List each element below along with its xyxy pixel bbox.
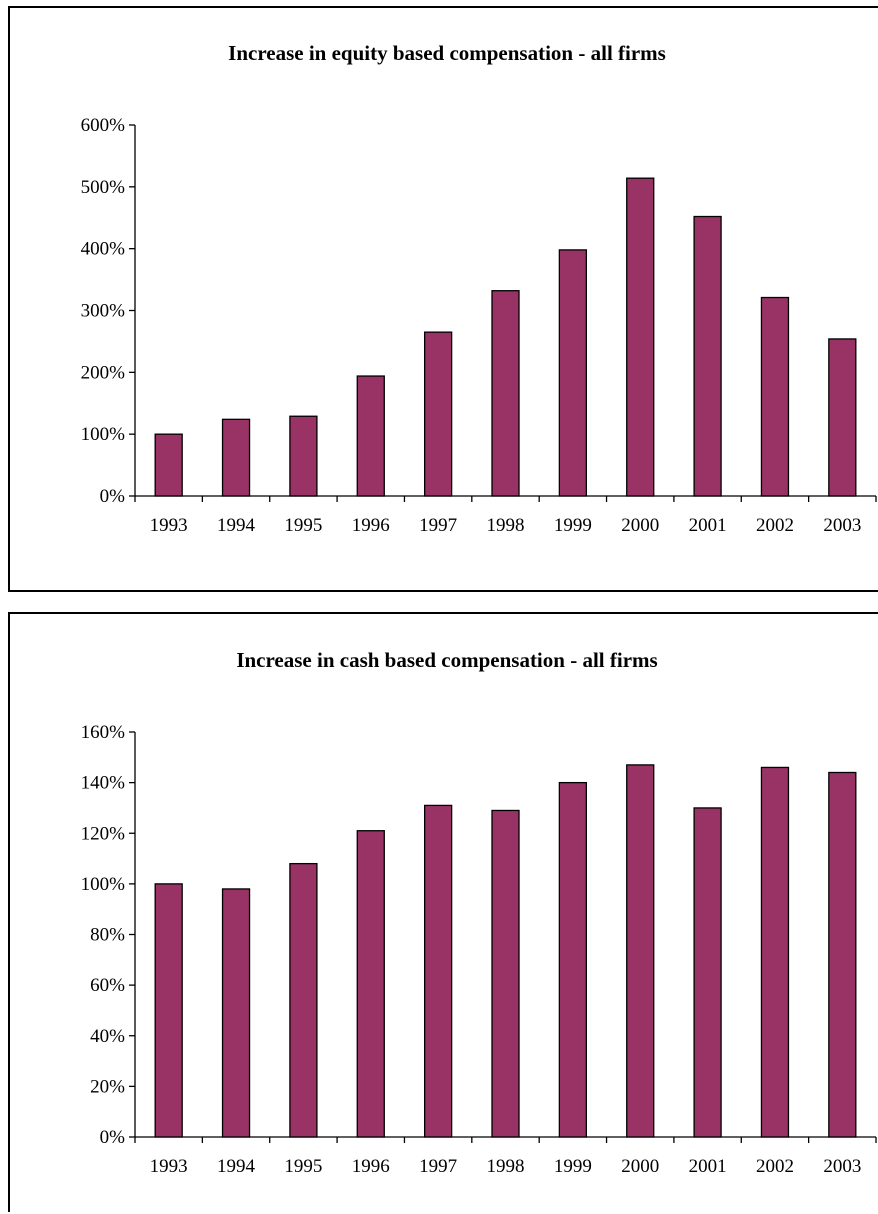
y-tick-label: 40%: [90, 1026, 125, 1047]
x-tick-label: 2003: [823, 515, 861, 536]
x-tick-label: 1996: [352, 515, 390, 536]
x-tick-label: 2002: [756, 515, 794, 536]
y-tick-label: 0%: [100, 486, 126, 507]
bar-1997: [423, 804, 453, 1138]
y-tick-label: 200%: [81, 362, 126, 383]
bar-1997: [423, 331, 453, 497]
x-tick-label: 1994: [217, 515, 256, 536]
bar-1995: [289, 415, 318, 497]
x-tick-label: 1993: [150, 515, 188, 536]
x-tick-label: 2002: [756, 1156, 794, 1177]
x-tick-label: 1994: [217, 1156, 256, 1177]
bar-2001: [693, 215, 722, 497]
x-tick-label: 2001: [689, 1156, 727, 1177]
x-tick-label: 1998: [487, 515, 525, 536]
bar-1999: [558, 781, 588, 1138]
bar-1995: [289, 862, 318, 1138]
x-tick-label: 2000: [621, 515, 659, 536]
bar-1999: [558, 249, 588, 497]
bar-2003: [828, 338, 857, 497]
y-tick-label: 140%: [81, 773, 126, 794]
bar-1993: [154, 433, 183, 497]
y-tick-label: 160%: [81, 722, 126, 743]
x-tick-label: 1999: [554, 1156, 592, 1177]
y-tick-label: 20%: [90, 1076, 125, 1097]
bar-2001: [693, 807, 722, 1138]
cash-chart-plot: 0% 20% 40% 60% 80% 100% 120% 140% 160% 1993 1994 19…: [81, 722, 877, 1177]
bar-1998: [491, 809, 520, 1138]
x-tick-label: 1993: [150, 1156, 188, 1177]
bar-2002: [760, 766, 790, 1138]
bar-1994: [221, 888, 251, 1138]
x-tick-label: 1997: [419, 1156, 457, 1177]
chart-title: Increase in cash based compensation - al…: [236, 648, 658, 672]
y-tick-label: 500%: [81, 177, 126, 198]
bar-1996: [356, 830, 385, 1138]
y-tick-label: 600%: [81, 115, 126, 136]
chart-title: Increase in equity based compensation - …: [228, 41, 666, 65]
bar-2000: [626, 764, 655, 1138]
y-tick-label: 300%: [81, 301, 126, 322]
y-tick-label: 400%: [81, 239, 126, 260]
y-tick-label: 100%: [81, 424, 126, 445]
x-tick-label: 1998: [487, 1156, 525, 1177]
x-tick-label: 2003: [823, 1156, 861, 1177]
bar-1994: [221, 418, 251, 497]
x-tick-label: 1999: [554, 515, 592, 536]
equity-chart-panel: Increase in equity based compensation - …: [8, 6, 878, 592]
x-tick-label: 2001: [689, 515, 727, 536]
x-tick-label: 1995: [284, 1156, 322, 1177]
y-tick-label: 80%: [90, 925, 125, 946]
cash-chart-panel: Increase in cash based compensation - al…: [8, 612, 878, 1212]
bar-2000: [626, 177, 655, 497]
equity-chart-plot: 0% 100% 200% 300% 400% 500% 600% 1993 1994 1995 19…: [81, 115, 877, 536]
y-tick-label: 100%: [81, 874, 126, 895]
bar-2002: [760, 296, 790, 497]
y-tick-label: 0%: [100, 1127, 126, 1148]
bar-1998: [491, 290, 520, 497]
x-tick-label: 1997: [419, 515, 457, 536]
y-tick-label: 120%: [81, 823, 126, 844]
bar-2003: [828, 771, 857, 1138]
y-tick-label: 60%: [90, 975, 125, 996]
x-tick-label: 1996: [352, 1156, 390, 1177]
bar-1993: [154, 883, 183, 1138]
x-tick-label: 1995: [284, 515, 322, 536]
x-tick-label: 2000: [621, 1156, 659, 1177]
bar-1996: [356, 375, 385, 497]
